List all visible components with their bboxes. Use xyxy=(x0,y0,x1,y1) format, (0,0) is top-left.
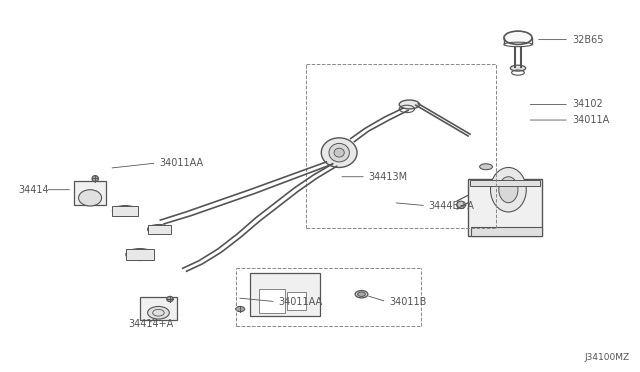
Text: 34413M: 34413M xyxy=(368,172,407,182)
Text: J34100MZ: J34100MZ xyxy=(584,353,630,362)
Text: 34102: 34102 xyxy=(572,99,603,109)
Ellipse shape xyxy=(321,138,357,167)
Ellipse shape xyxy=(334,148,344,157)
Ellipse shape xyxy=(236,307,244,312)
Bar xyxy=(470,180,540,186)
Ellipse shape xyxy=(329,143,349,162)
Ellipse shape xyxy=(92,176,99,182)
Text: 34011AA: 34011AA xyxy=(159,158,203,168)
Ellipse shape xyxy=(490,167,526,212)
Ellipse shape xyxy=(358,292,365,296)
Ellipse shape xyxy=(355,291,368,298)
Ellipse shape xyxy=(499,177,518,203)
Text: 34011B: 34011B xyxy=(389,296,426,307)
Bar xyxy=(468,179,541,236)
Ellipse shape xyxy=(148,307,170,319)
Bar xyxy=(113,206,138,216)
Text: 34414+A: 34414+A xyxy=(129,319,173,329)
Bar xyxy=(287,292,306,310)
Bar xyxy=(74,181,106,205)
Bar xyxy=(259,289,285,313)
Ellipse shape xyxy=(148,225,171,234)
Ellipse shape xyxy=(126,248,154,260)
Ellipse shape xyxy=(479,164,492,170)
Bar xyxy=(148,225,171,234)
Text: 34011A: 34011A xyxy=(572,115,609,125)
Ellipse shape xyxy=(457,201,466,209)
Bar xyxy=(126,248,154,260)
Ellipse shape xyxy=(79,190,102,206)
Bar xyxy=(250,273,320,317)
Ellipse shape xyxy=(167,296,173,302)
Ellipse shape xyxy=(113,206,138,216)
Ellipse shape xyxy=(399,100,420,109)
Ellipse shape xyxy=(510,65,525,71)
Text: 32B65: 32B65 xyxy=(572,35,604,45)
Ellipse shape xyxy=(504,31,532,44)
Text: 3444B+A: 3444B+A xyxy=(429,201,474,211)
Bar xyxy=(471,227,541,236)
Text: 34414: 34414 xyxy=(19,185,49,195)
Text: 34011AA: 34011AA xyxy=(278,296,323,307)
Bar xyxy=(140,297,177,320)
